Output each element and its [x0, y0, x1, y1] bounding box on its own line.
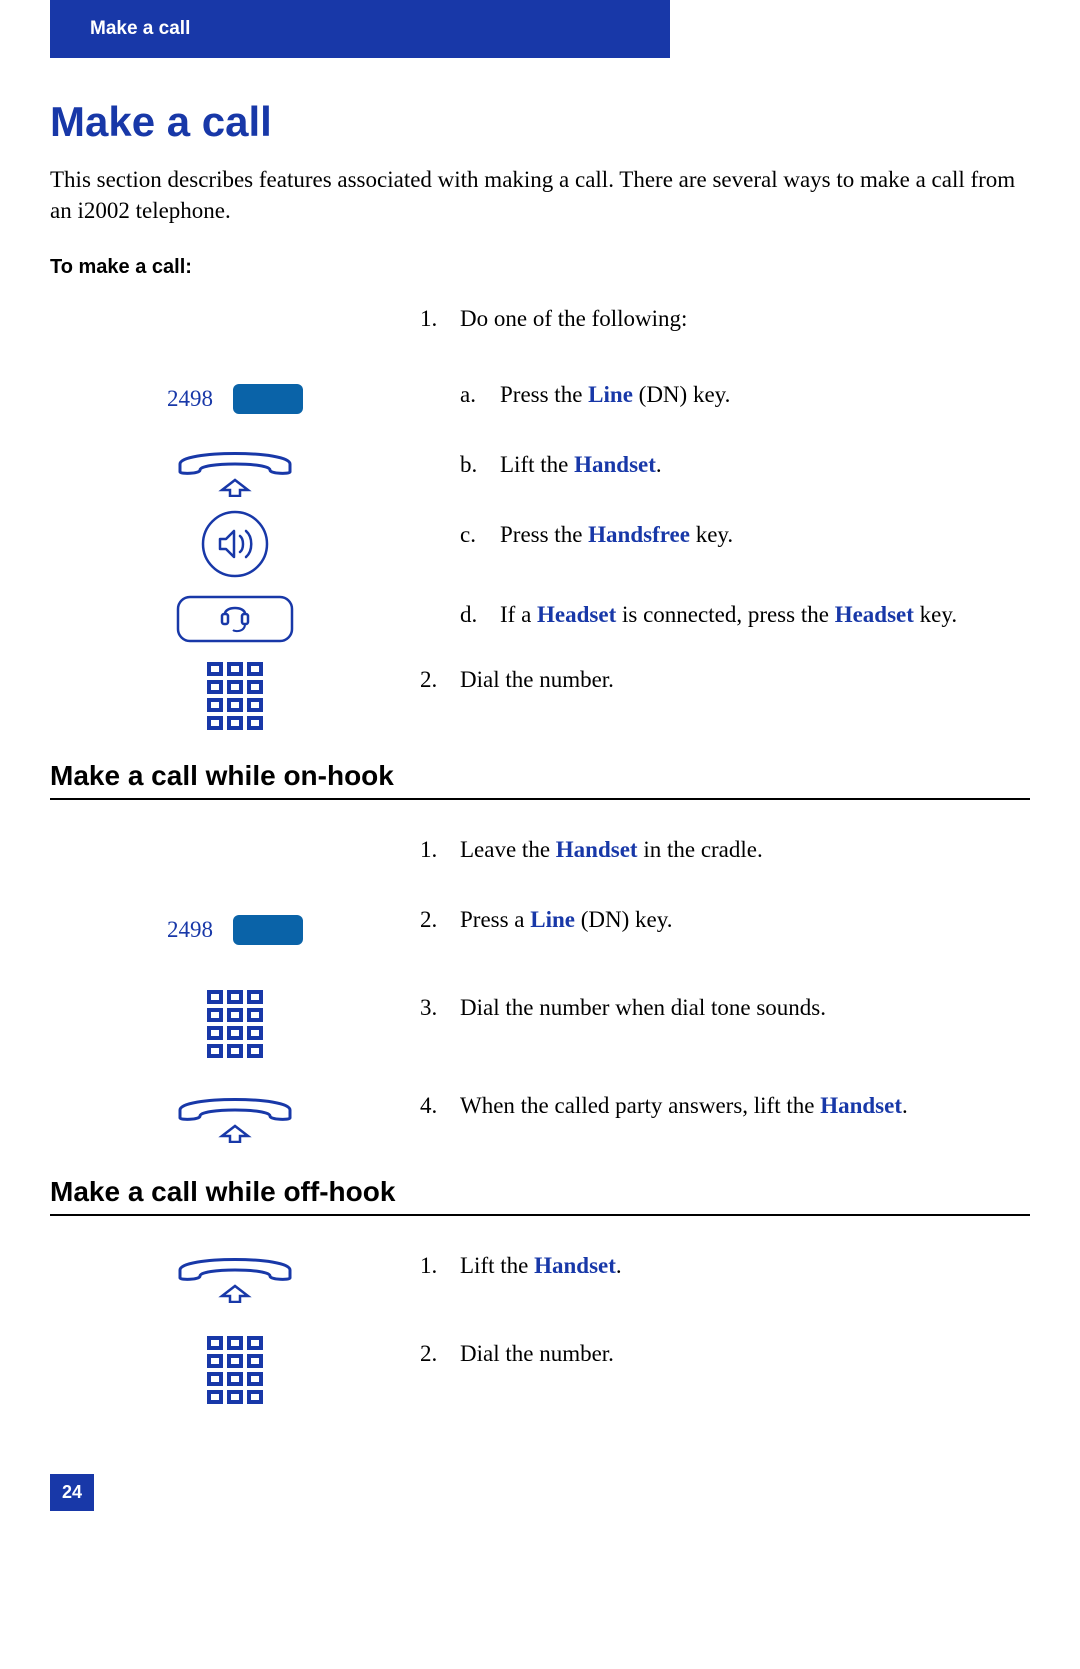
- sub-text: If a Headset is connected, press the Hea…: [500, 599, 1030, 631]
- sub-text: Press the Handsfree key.: [500, 519, 1030, 551]
- line-key-number: 2498: [167, 386, 213, 412]
- step-number: 1.: [420, 1250, 460, 1282]
- handsfree-icon: [200, 509, 270, 579]
- step-number: 2.: [420, 664, 460, 696]
- section-title-offhook: Make a call while off-hook: [50, 1176, 1030, 1216]
- page-title: Make a call: [50, 98, 1030, 146]
- step-text: When the called party answers, lift the …: [460, 1090, 1030, 1122]
- step-number: 1.: [420, 303, 460, 335]
- handset-icon: [170, 442, 300, 497]
- keypad-icon: [205, 1334, 265, 1404]
- line-key-number: 2498: [167, 917, 213, 943]
- sub-letter: b.: [460, 449, 500, 481]
- page-number: 24: [50, 1474, 94, 1511]
- step-number: 3.: [420, 992, 460, 1024]
- step-text: Lift the Handset.: [460, 1250, 1030, 1282]
- sub-letter: d.: [460, 599, 500, 631]
- keypad-icon: [205, 660, 265, 730]
- step-text: Dial the number.: [460, 664, 1030, 696]
- sub-letter: a.: [460, 379, 500, 411]
- step-text: Leave the Handset in the cradle.: [460, 834, 1030, 866]
- step-text: Press a Line (DN) key.: [460, 904, 1030, 936]
- step-number: 2.: [420, 904, 460, 936]
- step-number: 2.: [420, 1338, 460, 1370]
- step-number: 4.: [420, 1090, 460, 1122]
- handset-icon: [170, 1088, 300, 1143]
- line-key-button: [233, 384, 303, 414]
- step-text: Dial the number.: [460, 1338, 1030, 1370]
- section-title-onhook: Make a call while on-hook: [50, 760, 1030, 800]
- lede-label: To make a call:: [50, 256, 1030, 279]
- line-key-icon: 2498: [167, 384, 303, 414]
- page-header: Make a call: [50, 0, 670, 58]
- step-text: Do one of the following:: [460, 303, 1030, 335]
- sub-text: Lift the Handset.: [500, 449, 1030, 481]
- headset-icon: [175, 594, 295, 644]
- step-number: 1.: [420, 834, 460, 866]
- header-title: Make a call: [90, 18, 190, 39]
- handset-icon: [170, 1248, 300, 1303]
- line-key-button: [233, 915, 303, 945]
- step-text: Dial the number when dial tone sounds.: [460, 992, 1030, 1024]
- keypad-icon: [205, 988, 265, 1058]
- sub-letter: c.: [460, 519, 500, 551]
- sub-text: Press the Line (DN) key.: [500, 379, 1030, 411]
- line-key-icon: 2498: [167, 915, 303, 945]
- intro-paragraph: This section describes features associat…: [50, 164, 1030, 226]
